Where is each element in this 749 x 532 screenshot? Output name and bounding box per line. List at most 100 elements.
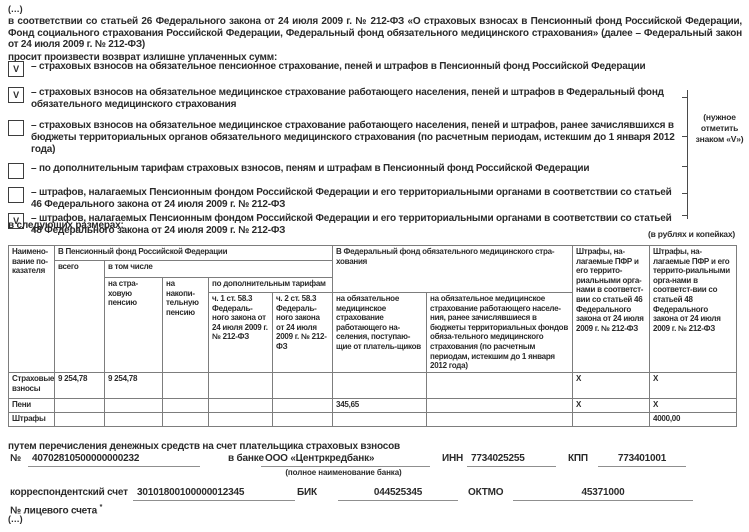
- table-row-insurance-contributions: Страховые взносы 9 254,78 9 254,78 X X: [8, 372, 738, 399]
- kpp-label: КПП: [568, 453, 588, 464]
- corr-account-field[interactable]: 30101800100000012345: [133, 486, 295, 501]
- bank-label: в банке: [228, 453, 264, 464]
- col-header-tariff-part2: ч. 2 ст. 58.3 Федераль-ного закона от 24…: [271, 292, 334, 373]
- transfer-method-note: путем перечисления денежных средств на с…: [8, 441, 400, 452]
- bank-name-field[interactable]: ООО «Центркредбанк»: [261, 452, 430, 467]
- col-header-additional-tariffs: по дополнительным тарифам: [207, 277, 334, 293]
- cell-total: [54, 398, 105, 413]
- refund-option-fines-art48: V – штрафов, налагаемых Пенсионным фондо…: [8, 213, 680, 237]
- cell-tariff-part2: [271, 412, 334, 427]
- cell-insurance-pension: [104, 412, 163, 427]
- checkbox-mark: V: [13, 215, 19, 226]
- checkbox-fines-art48[interactable]: V: [8, 213, 24, 229]
- refund-option-label: – страховых взносов на обязательное меди…: [31, 120, 675, 155]
- col-group-pfr: В Пенсионный фонд Российской Федерации: [53, 245, 334, 261]
- row-label: Пени: [8, 398, 55, 413]
- col-header-funded-pension: на накопи-тельную пенсию: [162, 277, 209, 373]
- col-header-total: всего: [54, 260, 105, 373]
- refund-option-fines-art46: – штрафов, налагаемых Пенсионным фондом …: [8, 187, 680, 211]
- bik-label: БИК: [297, 487, 317, 498]
- cell-total: [54, 412, 105, 427]
- personal-account-label: № лицевого счета *: [10, 501, 103, 517]
- inn-field[interactable]: 7734025255: [467, 452, 556, 467]
- refund-options-list: V – страховых взносов на обязательное пе…: [8, 61, 680, 237]
- cell-tariff-part1: [208, 372, 273, 399]
- col-header-fines-art46: Штрафы, на-лагаемые ПФР и его террито-ри…: [572, 245, 651, 373]
- col-header-insurance-pension: на стра-ховую пенсию: [104, 277, 163, 373]
- kpp-field[interactable]: 773401001: [598, 452, 686, 467]
- checkbox-fines-art46[interactable]: [8, 187, 24, 203]
- checkbox-pension[interactable]: V: [8, 61, 24, 77]
- col-group-ffoms: В Федеральный фонд обязательного медицин…: [332, 245, 574, 293]
- cell-tariff-part2: [271, 398, 334, 413]
- cell-tariff-part1: [208, 398, 273, 413]
- options-bracket-line: [687, 90, 688, 219]
- cell-fines-art46: [572, 412, 651, 427]
- cell-funded-pension: [162, 398, 209, 413]
- mark-with-v-note: (нужное отметить знаком «V»): [695, 112, 744, 144]
- refund-request-line: просит произвести возврат излишне уплаче…: [8, 51, 278, 63]
- cell-fines-art46: X: [572, 372, 651, 399]
- omitted-content-marker-top: (…): [8, 4, 23, 14]
- cell-ffoms-current: 345,65: [332, 398, 428, 413]
- table-row-fines: Штрафы 4000,00: [8, 412, 738, 427]
- refund-option-label: – штрафов, налагаемых Пенсионным фондом …: [31, 213, 672, 236]
- bracket-tick: [682, 136, 687, 137]
- col-header-including: в том числе: [103, 260, 334, 278]
- checkbox-medical-ffoms[interactable]: V: [8, 87, 24, 103]
- cell-fines-art46: X: [572, 398, 651, 413]
- col-header-tariff-part1: ч. 1 ст. 58.3 Федераль-ного закона от 24…: [208, 292, 273, 373]
- col-header-indicator: Наимено-вание по-казателя: [8, 245, 55, 373]
- footnote-asterisk: *: [99, 504, 103, 511]
- inn-label: ИНН: [442, 453, 464, 464]
- cell-fines-art48: X: [649, 398, 738, 413]
- row-label: Страховые взносы: [8, 372, 55, 399]
- corr-account-label: корреспондентский счет: [10, 487, 128, 498]
- omitted-content-marker-bottom: (…): [8, 514, 23, 524]
- col-header-fines-art48: Штрафы, на-лагаемые ПФР и его террито-ри…: [649, 245, 738, 373]
- personal-account-text: № лицевого счета: [10, 505, 97, 517]
- bik-field[interactable]: 044525345: [338, 486, 458, 501]
- cell-ffoms-current: [332, 412, 428, 427]
- account-number-field[interactable]: 40702810500000000232: [28, 452, 200, 467]
- account-number-label: №: [10, 453, 21, 464]
- cell-ffoms-pre2012: [426, 372, 574, 399]
- col-header-ffoms-current: на обязательное медицинское страхование …: [332, 292, 428, 373]
- checkbox-mark: V: [13, 63, 19, 74]
- cell-total: 9 254,78: [54, 372, 105, 399]
- refund-option-medical-territorial: – страховых взносов на обязательное меди…: [8, 120, 680, 156]
- cell-insurance-pension: 9 254,78: [104, 372, 163, 399]
- checkbox-additional-tariffs[interactable]: [8, 163, 24, 179]
- cell-fines-art48: X: [649, 372, 738, 399]
- rubles-kopeks-note: (в рублях и копейках): [647, 229, 735, 239]
- bank-name-caption: (полное наименование банка): [285, 468, 402, 477]
- cell-funded-pension: [162, 372, 209, 399]
- refund-option-label: – по дополнительным тарифам страховых вз…: [31, 163, 590, 174]
- cell-insurance-pension: [104, 398, 163, 413]
- bracket-tick: [682, 215, 687, 216]
- refund-option-additional-tariffs: – по дополнительным тарифам страховых вз…: [8, 163, 680, 179]
- checkbox-medical-territorial[interactable]: [8, 120, 24, 136]
- intro-section: в соответствии со статьей 26 Федеральног…: [8, 16, 742, 63]
- cell-ffoms-current: [332, 372, 428, 399]
- refund-option-medical-ffoms: V – страховых взносов на обязательное ме…: [8, 87, 680, 111]
- cell-ffoms-pre2012: [426, 412, 574, 427]
- cell-tariff-part2: [271, 372, 334, 399]
- table-row-penalties: Пени 345,65 X X: [8, 398, 738, 413]
- cell-tariff-part1: [208, 412, 273, 427]
- refund-option-label: – страховых взносов на обязательное пенс…: [31, 61, 646, 72]
- col-header-ffoms-pre2012: на обязательное медицинское страхование …: [426, 292, 574, 373]
- refund-option-label: – штрафов, налагаемых Пенсионным фондом …: [31, 187, 672, 210]
- row-label: Штрафы: [8, 412, 55, 427]
- refund-option-pension: V – страховых взносов на обязательное пе…: [8, 61, 680, 77]
- checkbox-mark: V: [13, 89, 19, 100]
- refund-option-label: – страховых взносов на обязательное меди…: [31, 87, 664, 110]
- bracket-tick: [682, 193, 687, 194]
- bracket-tick: [682, 166, 687, 167]
- oktmo-field[interactable]: 45371000: [513, 486, 693, 501]
- law-reference-paragraph: в соответствии со статьей 26 Федеральног…: [8, 16, 742, 50]
- cell-ffoms-pre2012: [426, 398, 574, 413]
- oktmo-label: ОКТМО: [468, 487, 504, 498]
- amounts-table: Наимено-вание по-казателя В Пенсионный ф…: [8, 245, 738, 427]
